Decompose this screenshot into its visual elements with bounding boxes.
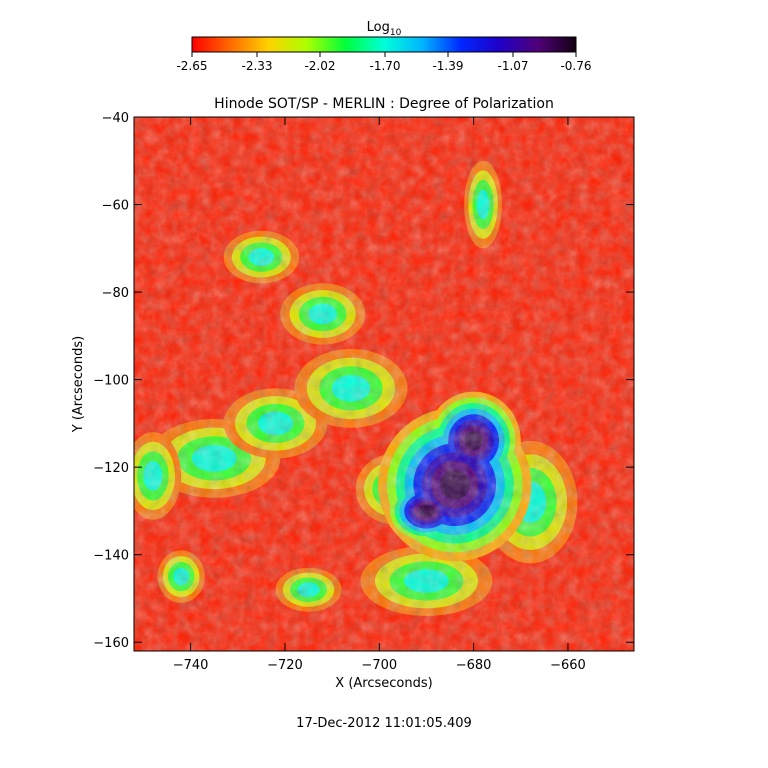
heatmap xyxy=(134,117,634,651)
y-tick-label: −160 xyxy=(93,636,129,651)
chart-title: Hinode SOT/SP - MERLIN : Degree of Polar… xyxy=(214,96,554,112)
y-tick-label: −120 xyxy=(93,461,129,476)
x-tick-label: −680 xyxy=(456,658,492,673)
plot-frame xyxy=(133,116,635,652)
timestamp: 17-Dec-2012 11:01:05.409 xyxy=(296,716,472,731)
x-axis: −740 −720 −700 −680 −660 xyxy=(173,117,586,673)
y-axis: −40 −60 −80 −100 −120 −140 −160 xyxy=(93,111,634,651)
colorbar-ticks: -2.65 -2.33 -2.02 -1.70 -1.39 -1.07 -0.76 xyxy=(176,52,592,73)
x-tick-label: −700 xyxy=(361,658,397,673)
granulation-texture xyxy=(134,117,634,651)
colorbar: Log10 -2.65 -2.33 -2.02 -1.70 -1.39 -1.07 -0.7… xyxy=(176,20,591,73)
colorbar-tick-label: -2.02 xyxy=(304,59,335,73)
y-tick-label: −60 xyxy=(102,199,129,214)
colorbar-bar xyxy=(192,37,576,52)
y-tick-label: −100 xyxy=(93,374,129,389)
y-axis-label: Y (Arcseconds) xyxy=(71,336,86,433)
y-tick-label: −80 xyxy=(102,286,129,301)
x-tick-label: −740 xyxy=(173,658,209,673)
colorbar-tick-label: -0.76 xyxy=(560,59,591,73)
x-axis-label: X (Arcseconds) xyxy=(335,676,432,691)
colorbar-tick-label: -2.33 xyxy=(241,59,272,73)
colorbar-label: Log10 xyxy=(367,20,402,38)
x-tick-label: −660 xyxy=(550,658,586,673)
x-tick-label: −720 xyxy=(267,658,303,673)
colorbar-tick-label: -2.65 xyxy=(176,59,207,73)
colorbar-tick-label: -1.07 xyxy=(497,59,528,73)
colorbar-frame xyxy=(191,36,577,53)
colorbar-tick-label: -1.39 xyxy=(432,59,463,73)
y-tick-label: −40 xyxy=(102,111,129,126)
colorbar-tick-label: -1.70 xyxy=(369,59,400,73)
y-tick-label: −140 xyxy=(93,549,129,564)
